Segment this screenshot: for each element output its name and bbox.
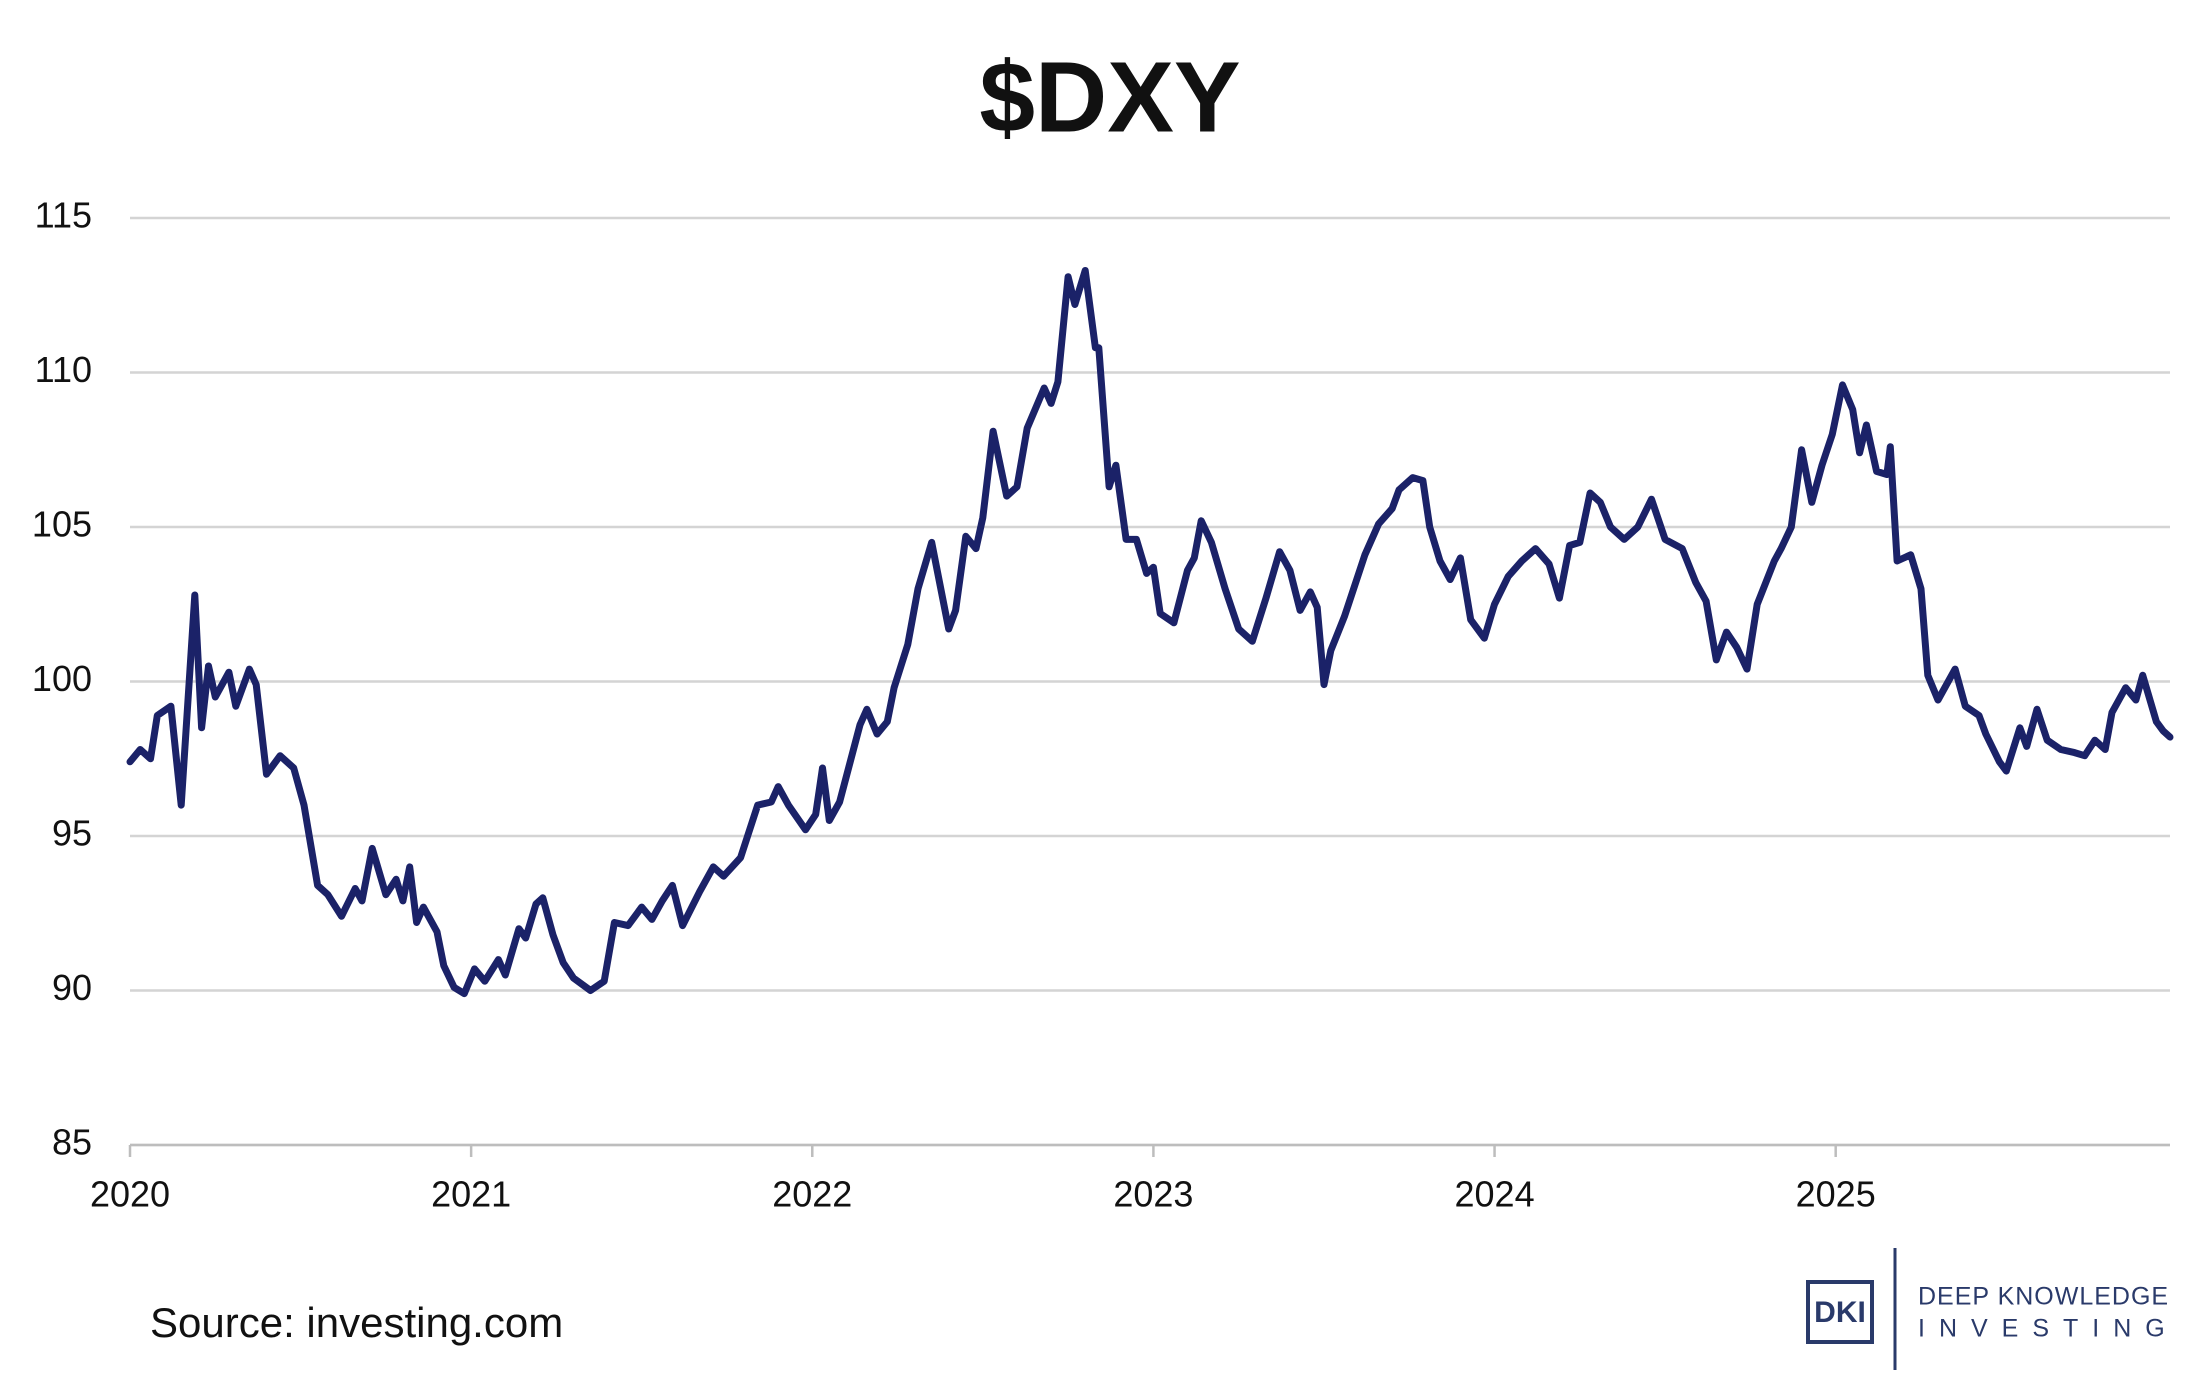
y-tick-label: 100 [32, 658, 92, 699]
chart-title: $DXY [979, 41, 1240, 153]
y-tick-label: 105 [32, 504, 92, 545]
y-tick-label: 110 [35, 349, 92, 390]
x-tick-label: 2021 [431, 1174, 511, 1215]
price-line [126, 267, 2174, 998]
brand-name: INVESTING [1918, 1315, 2179, 1343]
y-tick-label: 90 [52, 967, 92, 1008]
x-tick-label: 2024 [1455, 1174, 1535, 1215]
x-tick-label: 2023 [1113, 1174, 1193, 1215]
y-tick-label: 115 [35, 195, 92, 236]
logo-text: DKI [1814, 1296, 1866, 1329]
brand-name: DEEP KNOWLEDGE [1918, 1283, 2169, 1311]
y-tick-label: 85 [52, 1122, 92, 1163]
source-note: Source: investing.com [150, 1299, 563, 1346]
x-tick-label: 2025 [1796, 1174, 1876, 1215]
logo-box [1806, 1280, 1874, 1344]
x-tick-label: 2022 [772, 1174, 852, 1215]
x-tick-label: 2020 [90, 1174, 170, 1215]
y-tick-label: 95 [52, 813, 92, 854]
